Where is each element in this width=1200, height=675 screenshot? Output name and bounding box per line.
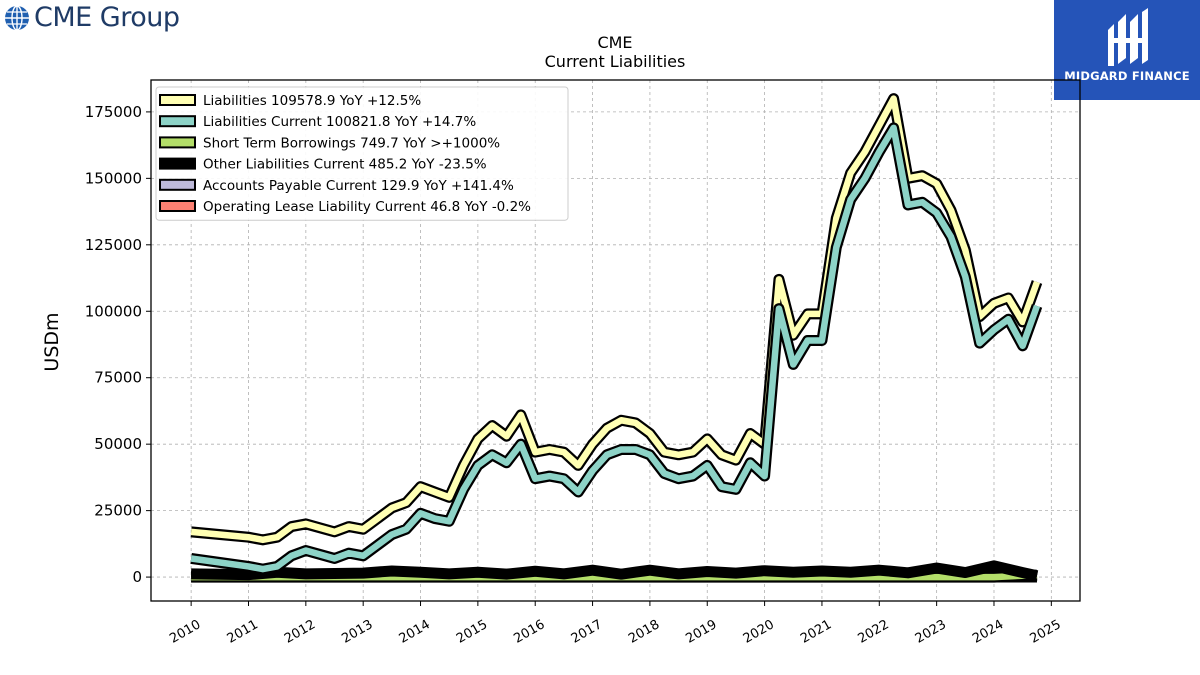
y-axis-label: USDm [41,312,63,371]
series-layer [190,93,1043,583]
x-tick-label: 2011 [225,617,261,647]
legend-label: Short Term Borrowings 749.7 YoY >+1000% [203,135,500,151]
legend-swatch [159,115,196,128]
legend-swatch [159,157,196,170]
y-tick-label: 150000 [85,169,142,187]
legend-item: Other Liabilities Current 485.2 YoY -23.… [159,157,487,173]
legend-label: Accounts Payable Current 129.9 YoY +141.… [203,178,514,194]
legend-swatch [159,136,196,149]
y-tick-label: 100000 [85,302,142,320]
x-tick-label: 2019 [683,617,719,647]
x-tick-label: 2024 [970,617,1006,647]
legend-item: Operating Lease Liability Current 46.8 Y… [159,199,531,215]
x-tick-label: 2013 [339,617,375,647]
legend-label: Other Liabilities Current 485.2 YoY -23.… [203,157,487,173]
x-tick-label: 2016 [511,617,547,647]
x-tick-label: 2022 [855,617,891,647]
y-tick-label: 50000 [94,435,142,453]
x-tick-label: 2018 [626,617,662,647]
y-tick-label: 25000 [94,502,142,520]
x-tick-label: 2020 [741,617,777,647]
legend-label: Liabilities 109578.9 YoY +12.5% [203,93,421,109]
legend: Liabilities 109578.9 YoY +12.5% Liabiliti… [155,86,569,221]
midgard-finance-logo: MIDGARD FINANCE [1054,0,1200,100]
series-line [191,562,1038,579]
legend-swatch [159,178,196,191]
legend-box [155,86,569,221]
legend-item: Accounts Payable Current 129.9 YoY +141.… [159,178,514,194]
series-liabilities-current [190,122,1043,575]
x-tick-label: 2021 [798,617,834,647]
series-other-liabilities-current [191,560,1039,582]
legend-label: Operating Lease Liability Current 46.8 Y… [203,199,531,215]
cme-group-logo-text: CME Group [34,2,180,33]
x-tick-label: 2010 [167,617,203,647]
x-tick-label: 2017 [569,617,605,647]
legend-item: Liabilities Current 100821.8 YoY +14.7% [159,114,476,130]
x-tick-label: 2023 [913,617,949,647]
x-tick-label: 2014 [397,617,433,647]
y-tick-label: 125000 [85,236,142,254]
y-tick-label: 175000 [85,103,142,121]
chart-title: CME [597,33,632,52]
midgard-monogram-icon [1108,8,1148,66]
x-tick-label: 2015 [454,617,490,647]
chart-subtitle: Current Liabilities [545,52,686,71]
x-tick-label: 2012 [282,617,318,647]
legend-label: Liabilities Current 100821.8 YoY +14.7% [203,114,476,130]
legend-swatch [159,200,196,212]
y-tick-label: 75000 [94,369,142,387]
cme-group-logo: CME Group [4,2,180,33]
legend-item: Short Term Borrowings 749.7 YoY >+1000% [159,135,500,151]
legend-item: Liabilities 109578.9 YoY +12.5% [159,93,421,109]
legend-swatch [159,94,196,106]
series-line [190,124,1041,573]
y-tick-label: 0 [132,568,142,586]
plot-area-frame [150,79,1081,602]
globe-icon [5,4,29,31]
x-tick-label: 2025 [1027,617,1063,647]
midgard-finance-logo-text: MIDGARD FINANCE [1064,69,1190,83]
